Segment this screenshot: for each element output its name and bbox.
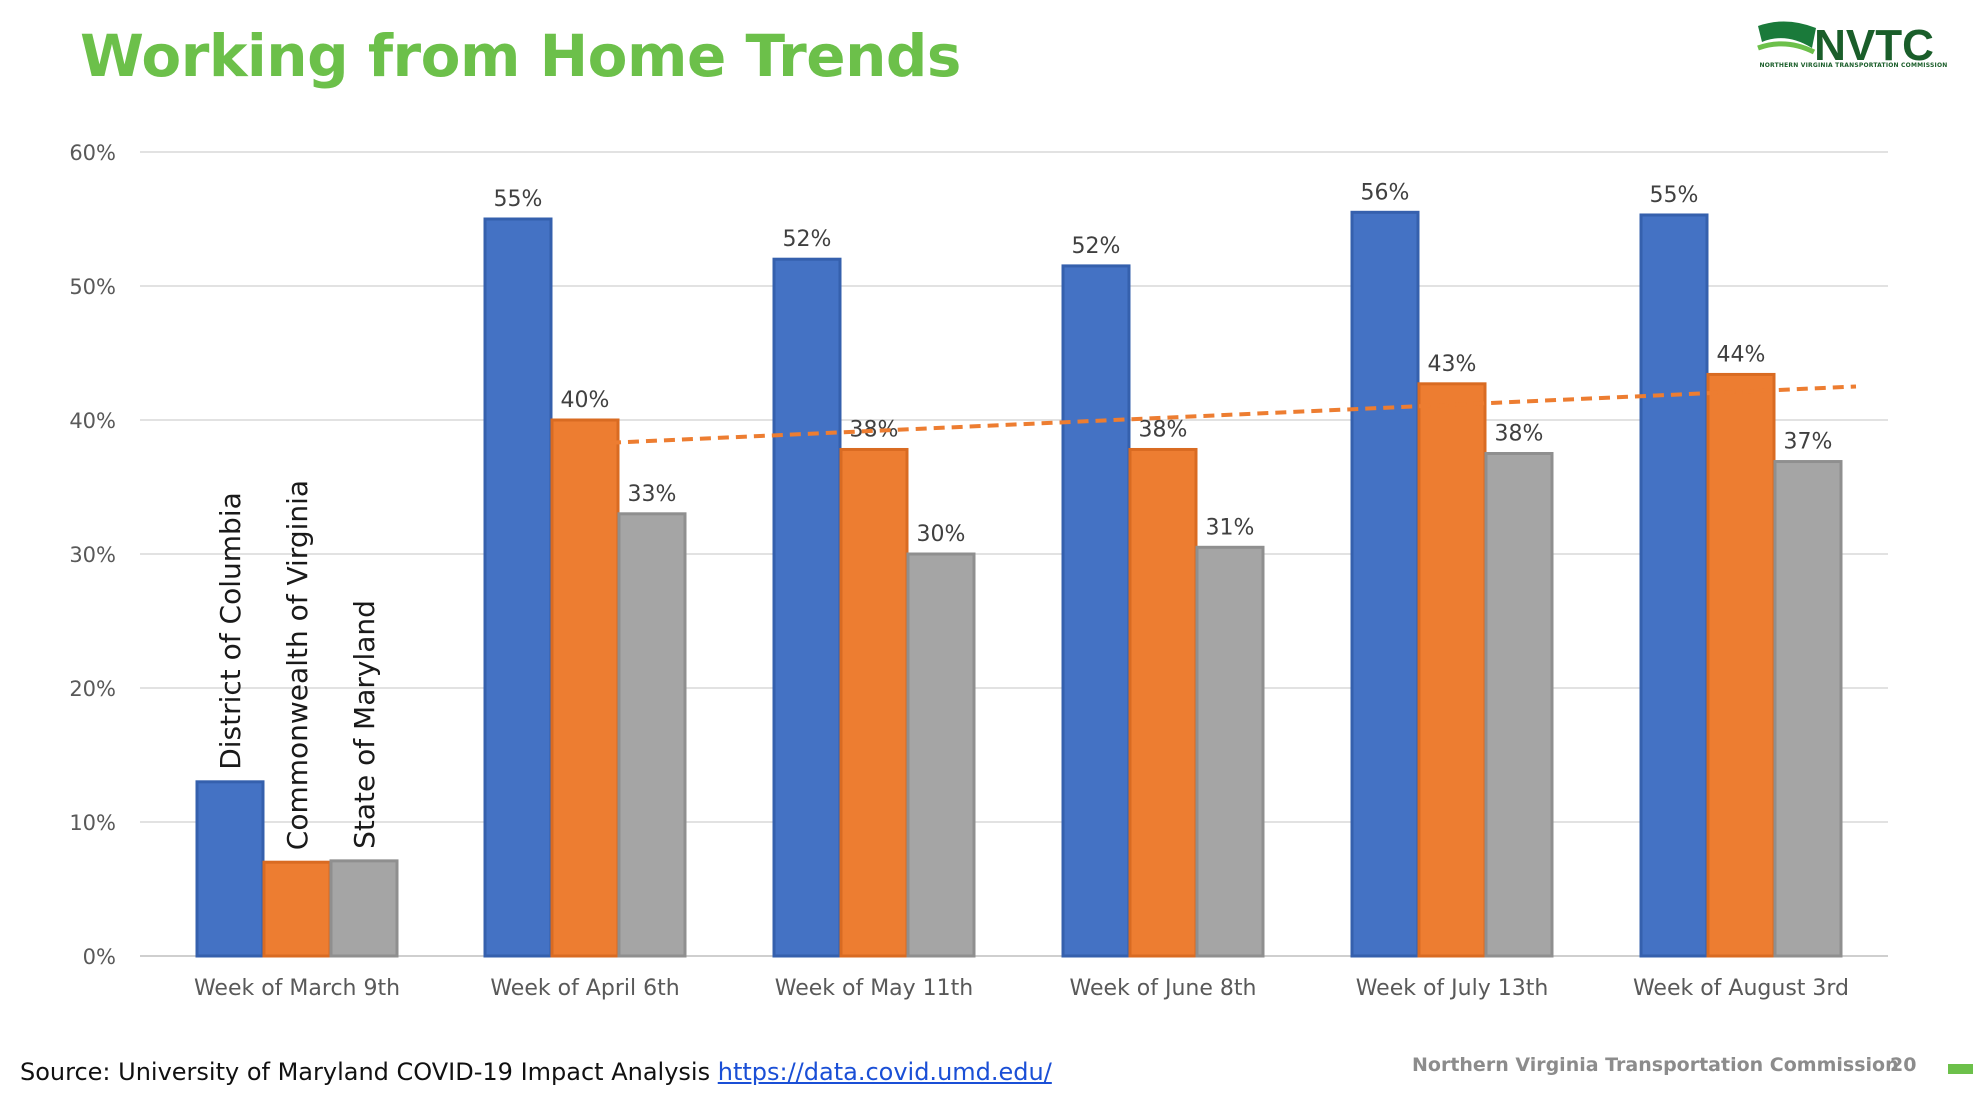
y-tick-label: 0% xyxy=(83,945,116,969)
bar xyxy=(772,257,842,958)
bar xyxy=(906,552,976,958)
y-tick-label: 40% xyxy=(69,409,116,433)
page-number: 20 xyxy=(1890,1054,1917,1076)
bar xyxy=(1773,460,1843,958)
bar xyxy=(1706,372,1776,958)
y-tick-label: 30% xyxy=(69,543,116,567)
y-tick-label: 60% xyxy=(69,141,116,165)
bar xyxy=(483,217,553,958)
data-label: 37% xyxy=(1784,430,1833,455)
data-label: 31% xyxy=(1206,515,1255,540)
source-note: Source: University of Maryland COVID-19 … xyxy=(20,1058,1052,1086)
data-label: 40% xyxy=(561,388,610,413)
data-label: 56% xyxy=(1361,180,1410,205)
source-link[interactable]: https://data.covid.umd.edu/ xyxy=(717,1058,1052,1086)
data-label: 52% xyxy=(783,227,832,252)
y-tick-label: 20% xyxy=(69,677,116,701)
legend-label: District of Columbia xyxy=(214,492,247,770)
bar xyxy=(329,859,399,958)
logo-swoosh-green xyxy=(1757,41,1816,55)
x-tick-label: Week of July 13th xyxy=(1356,976,1549,1001)
data-label: 38% xyxy=(1139,417,1188,442)
page-title: Working from Home Trends xyxy=(80,22,961,90)
data-label: 43% xyxy=(1428,352,1477,377)
data-label: 30% xyxy=(917,522,966,547)
nvtc-logo: NVTC xyxy=(1757,21,1934,70)
x-tick-label: Week of March 9th xyxy=(194,976,400,1001)
source-text: Source: University of Maryland COVID-19 … xyxy=(20,1058,711,1086)
data-label: 52% xyxy=(1072,234,1121,259)
bar xyxy=(1128,447,1198,958)
bar xyxy=(1061,264,1131,958)
data-label: 55% xyxy=(494,187,543,212)
data-label: 38% xyxy=(1495,422,1544,447)
trendline xyxy=(609,384,1857,445)
bar xyxy=(1639,213,1709,958)
logo-text: NVTC xyxy=(1814,21,1934,70)
footer-accent-bar xyxy=(1948,1064,1973,1074)
bar xyxy=(839,447,909,958)
y-tick-label: 10% xyxy=(69,811,116,835)
legend-label: Commonwealth of Virginia xyxy=(281,480,314,850)
x-tick-label: Week of June 8th xyxy=(1070,976,1257,1001)
data-label: 55% xyxy=(1650,183,1699,208)
bar xyxy=(550,418,620,958)
data-label: 38% xyxy=(850,417,899,442)
bar xyxy=(617,512,687,958)
bar xyxy=(1417,382,1487,958)
x-tick-label: Week of August 3rd xyxy=(1633,976,1849,1001)
logo-subtitle: NORTHERN VIRGINIA TRANSPORTATION COMMISS… xyxy=(1759,62,1948,69)
data-label: 44% xyxy=(1717,342,1766,367)
bar xyxy=(262,860,332,958)
y-tick-label: 50% xyxy=(69,275,116,299)
data-label: 33% xyxy=(628,482,677,507)
bar xyxy=(1350,210,1420,958)
footer-organization: Northern Virginia Transportation Commiss… xyxy=(1412,1054,1899,1076)
bar xyxy=(195,780,265,958)
legend-label: State of Maryland xyxy=(348,600,381,849)
bar xyxy=(1195,545,1265,958)
logo-swoosh xyxy=(1758,21,1816,48)
bar xyxy=(1484,452,1554,958)
x-tick-label: Week of May 11th xyxy=(775,976,974,1001)
x-tick-label: Week of April 6th xyxy=(490,976,679,1001)
